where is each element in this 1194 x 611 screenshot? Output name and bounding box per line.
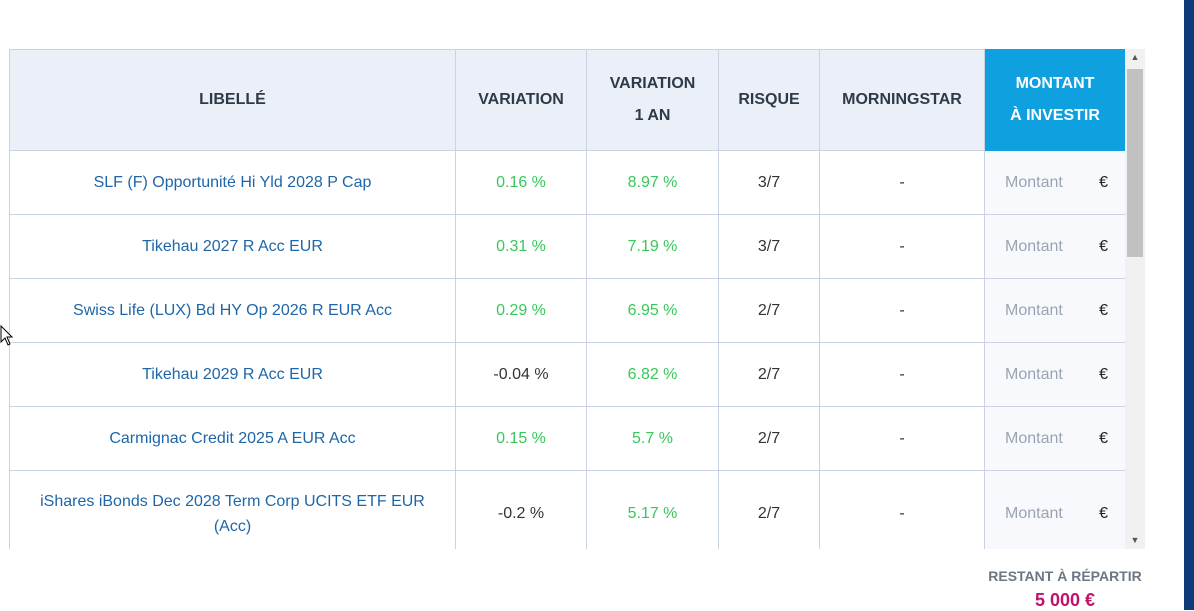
- header-risque[interactable]: RISQUE: [718, 49, 820, 151]
- amount-input[interactable]: [1005, 365, 1085, 384]
- variation-cell: -0.2 %: [455, 470, 587, 549]
- scroll-down-arrow-icon[interactable]: ▼: [1130, 535, 1140, 545]
- variation-1an-cell: 5.17 %: [586, 470, 719, 549]
- amount-cell: €: [984, 470, 1126, 549]
- remaining-value: 5 000 €: [1034, 590, 1096, 610]
- amount-cell: €: [984, 214, 1126, 279]
- mouse-cursor-icon: [0, 325, 14, 346]
- variation-1an-cell: 7.19 %: [586, 214, 719, 279]
- page-edge-bar: [1184, 0, 1194, 610]
- table-scrollbar[interactable]: ▲ ▼: [1125, 49, 1145, 549]
- header-morningstar[interactable]: MORNINGSTAR: [819, 49, 985, 151]
- variation-1an-cell: 6.95 %: [586, 278, 719, 343]
- table-header-row: LIBELLÉ VARIATION VARIATION 1 AN RISQUE M…: [9, 49, 1126, 151]
- table-row: Tikehau 2027 R Acc EUR 0.31 % 7.19 % 3/7…: [9, 214, 1126, 279]
- header-variation-1an[interactable]: VARIATION 1 AN: [586, 49, 719, 151]
- funds-table-container[interactable]: LIBELLÉ VARIATION VARIATION 1 AN RISQUE M…: [9, 49, 1145, 549]
- amount-input[interactable]: [1005, 237, 1085, 256]
- morningstar-cell: -: [819, 342, 985, 407]
- euro-symbol: €: [1099, 505, 1108, 522]
- amount-cell: €: [984, 150, 1126, 215]
- amount-input[interactable]: [1005, 505, 1085, 523]
- euro-symbol: €: [1099, 237, 1108, 255]
- morningstar-cell: -: [819, 214, 985, 279]
- variation-cell: 0.16 %: [455, 150, 587, 215]
- table-row: SLF (F) Opportunité Hi Yld 2028 P Cap 0.…: [9, 150, 1126, 215]
- table-row: Tikehau 2029 R Acc EUR -0.04 % 6.82 % 2/…: [9, 342, 1126, 407]
- fund-name-link[interactable]: Carmignac Credit 2025 A EUR Acc: [9, 406, 456, 471]
- morningstar-cell: -: [819, 150, 985, 215]
- risk-cell: 2/7: [718, 406, 820, 471]
- variation-1an-cell: 8.97 %: [586, 150, 719, 215]
- header-montant-a-investir: MONTANT À INVESTIR: [984, 49, 1126, 151]
- amount-cell: €: [984, 406, 1126, 471]
- table-row: Swiss Life (LUX) Bd HY Op 2026 R EUR Acc…: [9, 278, 1126, 343]
- scrollbar-thumb[interactable]: [1127, 69, 1143, 257]
- header-libelle[interactable]: LIBELLÉ: [9, 49, 456, 151]
- variation-1an-cell: 5.7 %: [586, 406, 719, 471]
- variation-cell: 0.29 %: [455, 278, 587, 343]
- amount-cell: €: [984, 342, 1126, 407]
- scroll-up-arrow-icon[interactable]: ▲: [1130, 52, 1140, 62]
- risk-cell: 3/7: [718, 214, 820, 279]
- amount-input[interactable]: [1005, 301, 1085, 320]
- variation-1an-cell: 6.82 %: [586, 342, 719, 407]
- euro-symbol: €: [1099, 365, 1108, 383]
- amount-cell: €: [984, 278, 1126, 343]
- header-variation[interactable]: VARIATION: [455, 49, 587, 151]
- morningstar-cell: -: [819, 470, 985, 549]
- fund-name-link[interactable]: Tikehau 2027 R Acc EUR: [9, 214, 456, 279]
- variation-cell: 0.15 %: [455, 406, 587, 471]
- risk-cell: 3/7: [718, 150, 820, 215]
- table-row: iShares iBonds Dec 2028 Term Corp UCITS …: [9, 470, 1126, 549]
- fund-name-link[interactable]: iShares iBonds Dec 2028 Term Corp UCITS …: [9, 470, 456, 549]
- amount-input[interactable]: [1005, 173, 1085, 192]
- euro-symbol: €: [1099, 301, 1108, 319]
- variation-cell: -0.04 %: [455, 342, 587, 407]
- euro-symbol: €: [1099, 429, 1108, 447]
- fund-name-link[interactable]: Swiss Life (LUX) Bd HY Op 2026 R EUR Acc: [9, 278, 456, 343]
- morningstar-cell: -: [819, 406, 985, 471]
- morningstar-cell: -: [819, 278, 985, 343]
- amount-input[interactable]: [1005, 429, 1085, 448]
- risk-cell: 2/7: [718, 278, 820, 343]
- table-row: Carmignac Credit 2025 A EUR Acc 0.15 % 5…: [9, 406, 1126, 471]
- remaining-label: RESTANT À RÉPARTIR: [988, 568, 1142, 584]
- euro-symbol: €: [1099, 173, 1108, 191]
- variation-cell: 0.31 %: [455, 214, 587, 279]
- risk-cell: 2/7: [718, 342, 820, 407]
- funds-table: LIBELLÉ VARIATION VARIATION 1 AN RISQUE M…: [9, 49, 1126, 549]
- risk-cell: 2/7: [718, 470, 820, 549]
- fund-name-link[interactable]: Tikehau 2029 R Acc EUR: [9, 342, 456, 407]
- fund-name-link[interactable]: SLF (F) Opportunité Hi Yld 2028 P Cap: [9, 150, 456, 215]
